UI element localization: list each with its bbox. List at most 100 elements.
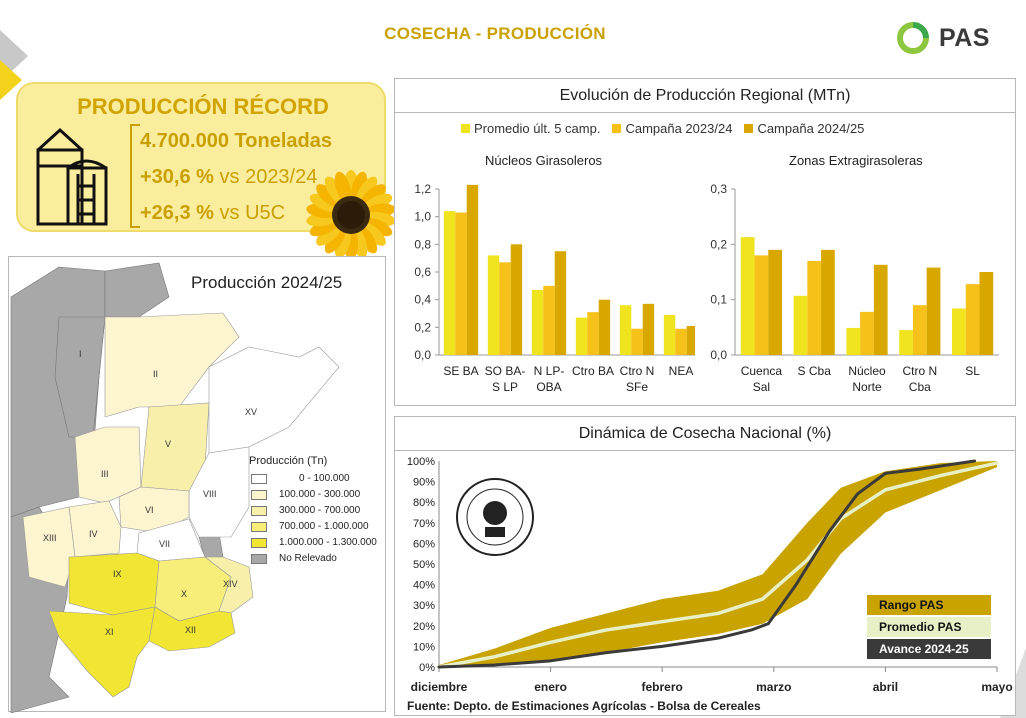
bar-2023-24 [587, 312, 599, 355]
bar-2023-24 [807, 260, 822, 355]
map-label-IV: IV [89, 529, 98, 539]
map-region-XII [148, 606, 236, 652]
sunflower-petal [334, 171, 351, 203]
legend-swatch-average [461, 124, 470, 133]
map-panel: I II III IV V VI VII VIII IX X XI XII XI… [8, 256, 386, 713]
logo-text: PAS [938, 23, 990, 52]
bar-2023-24 [675, 328, 687, 355]
source-note: Fuente: Depto. de Estimaciones Agrícolas… [407, 699, 761, 713]
chart-title-nucleos: Núcleos Girasoleros [485, 153, 603, 168]
x-tick-label: Ctro N [902, 364, 937, 378]
bar-2024-25 [686, 325, 695, 355]
map-legend-label: No Relevado [279, 553, 337, 564]
map-legend-label: 300.000 - 700.000 [279, 505, 361, 516]
x-tick-label: SE BA [443, 364, 478, 378]
bar-2024-25 [979, 272, 994, 355]
map-legend-item: No Relevado [251, 553, 337, 564]
series-promedio-pas [437, 461, 999, 669]
x-tick-label: febrero [642, 680, 683, 694]
sunflower-petal [356, 176, 378, 205]
harvest-dynamics-panel: Dinámica de Cosecha Nacional (%) 0% 10% 20… [394, 416, 1016, 716]
x-tick-label: Núcleo [848, 364, 886, 378]
map-legend-label: 0 - 100.000 [299, 473, 350, 484]
map-region-IX [68, 552, 160, 616]
y-tick-label: 10% [413, 641, 435, 653]
map-region-XI [48, 606, 156, 698]
bar-2024-25 [598, 299, 611, 355]
series-avance-2024-25 [437, 459, 977, 669]
sunflower-petal [316, 184, 343, 208]
bar-2023-24 [754, 255, 769, 355]
map-legend-swatch [251, 537, 267, 548]
x-tick-label: OBA [536, 380, 561, 394]
record-title: PRODUCCIÓN RÉCORD [77, 94, 329, 119]
pas-logo-icon [896, 22, 929, 54]
x-tick-label: NEA [669, 364, 694, 378]
bar-2024-25 [821, 249, 835, 355]
y-tick-label: 30% [413, 600, 435, 612]
map-label-XIV: XIV [223, 579, 238, 589]
map-legend-item: 700.000 - 1.000.000 [251, 521, 369, 532]
y-tick-label: 0,6 [414, 265, 431, 279]
map-region-XIV [204, 556, 254, 614]
record-production-box: PRODUCCIÓN RÉCORD 4.700.000 Toneladas +3… [16, 82, 386, 232]
record-tonnage: 4.700.000 Toneladas [140, 130, 332, 152]
y-tick-label: 1,0 [414, 210, 431, 224]
map-label-XIII: XIII [43, 533, 57, 543]
map-legend-label: 700.000 - 1.000.000 [279, 521, 369, 532]
sunflower-petal [309, 193, 340, 213]
legend-label-2024-25: Campaña 2024/25 [757, 121, 865, 136]
x-tick-label: Sal [753, 380, 770, 394]
harvest-dynamics-header: Dinámica de Cosecha Nacional (%) [395, 417, 1015, 451]
y-tick-label: 0,3 [710, 182, 727, 196]
bar-2024-25 [642, 303, 655, 355]
sunflower-petal [324, 225, 346, 254]
map-label-X: X [181, 589, 187, 599]
legend-item-average: Promedio últ. 5 camp. [461, 121, 600, 136]
x-tick-label: SL [965, 364, 980, 378]
legend-item-2023-24: Campaña 2023/24 [612, 121, 732, 136]
legend-label-average: Promedio últ. 5 camp. [474, 121, 601, 136]
x-tick-label: Norte [852, 380, 882, 394]
bar-2024-25 [768, 249, 782, 355]
map-label-IX: IX [113, 569, 122, 579]
map-region-VIII [188, 446, 250, 538]
bar-average [619, 305, 632, 355]
y-tick-label: 0% [419, 662, 435, 674]
y-tick-label: 0,2 [414, 320, 431, 334]
map-label-XI: XI [105, 627, 114, 637]
map-label-I: I [79, 349, 82, 359]
bar-average [531, 289, 544, 355]
harvest-area-chart: 0% 10% 20% 30% 40% 50% 60% 70% 80% 90% 100% diciemb… [407, 456, 1013, 694]
bar-2024-25 [926, 267, 941, 355]
y-tick-label: 0,0 [414, 348, 431, 362]
legend-swatch-2023-24 [612, 124, 622, 133]
page-title: COSECHA - PRODUCCIÓN [384, 24, 606, 43]
x-tick-label: S LP [492, 380, 518, 394]
x-tick-label: mayo [981, 680, 1012, 694]
map-label-VII: VII [159, 539, 170, 549]
x-tick-label: S Cba [798, 364, 832, 378]
bar-2024-25 [873, 264, 888, 355]
map-label-III: III [101, 469, 109, 479]
x-tick-label: Cuenca [741, 364, 783, 378]
y-tick-label: 1,2 [414, 182, 431, 196]
y-tick-label: 0,0 [710, 348, 727, 362]
y-tick-label: 20% [413, 621, 435, 633]
x-tick-label: enero [534, 680, 567, 694]
record-vs-previous-label: vs 2023/24 [213, 166, 318, 188]
record-vs-average-label: vs U5C [213, 202, 286, 224]
map-label-II: II [153, 369, 158, 379]
x-tick-label: Ctro BA [572, 364, 614, 378]
regional-production-header: Evolución de Producción Regional (MTn) [395, 79, 1015, 113]
x-tick-label: diciembre [411, 680, 468, 694]
map-legend-label: 100.000 - 300.000 [279, 489, 361, 500]
regional-production-panel: Evolución de Producción Regional (MTn) P… [394, 78, 1016, 406]
map-legend-label: 1.000.000 - 1.300.000 [279, 537, 377, 548]
series-rango-pas [439, 461, 997, 667]
map-legend-swatch [251, 521, 267, 532]
map-legend-swatch [251, 505, 267, 516]
map-legend-swatch [251, 489, 267, 500]
bar-2023-24 [631, 328, 643, 355]
map-label-VI: VI [145, 505, 154, 515]
